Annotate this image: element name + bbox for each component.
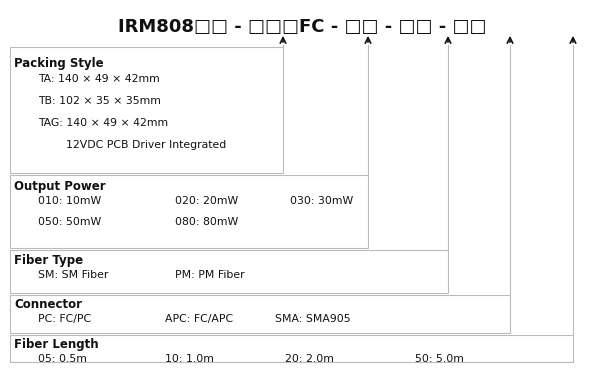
Text: 030: 30mW: 030: 30mW bbox=[290, 196, 353, 206]
Text: 050: 50mW: 050: 50mW bbox=[38, 217, 101, 227]
Text: APC: FC/APC: APC: FC/APC bbox=[165, 314, 233, 324]
Text: 50: 5.0m: 50: 5.0m bbox=[415, 354, 464, 364]
Text: Packing Style: Packing Style bbox=[14, 57, 103, 70]
Text: SM: SM Fiber: SM: SM Fiber bbox=[38, 270, 108, 280]
Text: Fiber Length: Fiber Length bbox=[14, 338, 99, 351]
Text: TA: 140 × 49 × 42mm: TA: 140 × 49 × 42mm bbox=[38, 74, 160, 84]
Text: IRM808□□ - □□□FC - □□ - □□ - □□: IRM808□□ - □□□FC - □□ - □□ - □□ bbox=[118, 18, 486, 36]
Text: TAG: 140 × 49 × 42mm: TAG: 140 × 49 × 42mm bbox=[38, 118, 168, 128]
Text: TB: 102 × 35 × 35mm: TB: 102 × 35 × 35mm bbox=[38, 96, 161, 106]
Text: 020: 20mW: 020: 20mW bbox=[175, 196, 238, 206]
Text: 20: 2.0m: 20: 2.0m bbox=[285, 354, 334, 364]
Text: SMA: SMA905: SMA: SMA905 bbox=[275, 314, 351, 324]
Text: PC: FC/PC: PC: FC/PC bbox=[38, 314, 91, 324]
Text: 10: 1.0m: 10: 1.0m bbox=[165, 354, 214, 364]
Text: PM: PM Fiber: PM: PM Fiber bbox=[175, 270, 244, 280]
Text: 05: 0.5m: 05: 0.5m bbox=[38, 354, 87, 364]
Text: Output Power: Output Power bbox=[14, 180, 106, 193]
Text: 010: 10mW: 010: 10mW bbox=[38, 196, 101, 206]
Text: Fiber Type: Fiber Type bbox=[14, 254, 83, 267]
Text: 080: 80mW: 080: 80mW bbox=[175, 217, 238, 227]
Text: 12VDC PCB Driver Integrated: 12VDC PCB Driver Integrated bbox=[38, 140, 226, 150]
Text: Connector: Connector bbox=[14, 298, 82, 311]
